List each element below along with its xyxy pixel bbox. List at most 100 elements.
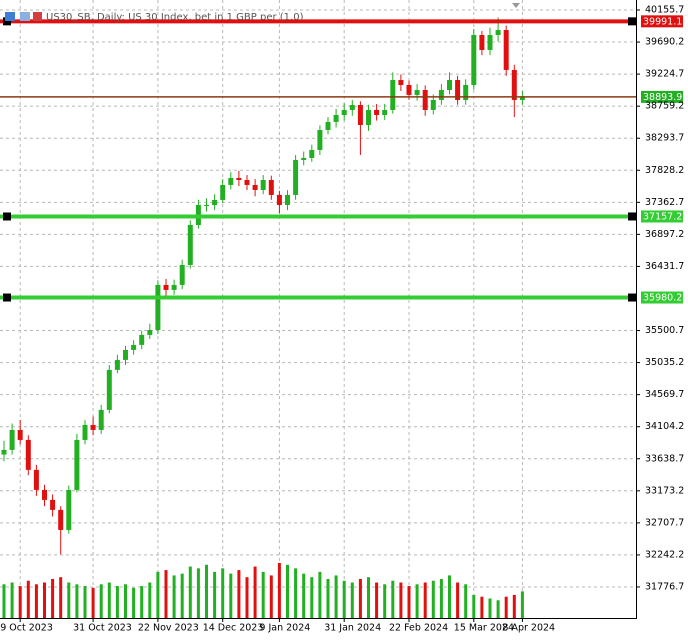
x-tick-label: 9 Jan 2024 xyxy=(259,623,310,634)
level-label-box xyxy=(641,210,683,223)
candle-body xyxy=(285,194,290,205)
candle-body xyxy=(98,409,104,430)
volume-bar xyxy=(237,570,241,618)
volume-bar xyxy=(67,582,71,618)
y-tick-label: 40155.7 xyxy=(645,5,684,16)
level-handle[interactable] xyxy=(3,212,11,221)
volume-bar xyxy=(334,575,338,618)
volume-bar xyxy=(456,582,460,618)
x-tick-label: 22 Feb 2024 xyxy=(389,623,448,634)
volume-bar xyxy=(180,573,184,618)
candle-body xyxy=(252,184,258,190)
volume-bar xyxy=(318,571,322,618)
level-label: 35980.2 xyxy=(643,293,682,304)
candle-body xyxy=(82,424,88,440)
volume-bar xyxy=(342,580,346,618)
candle-body xyxy=(139,334,145,345)
candle-body xyxy=(187,224,193,265)
y-tick-label: 32242.2 xyxy=(645,549,684,560)
volume-bar xyxy=(132,587,136,618)
volume-bar xyxy=(99,584,103,618)
candle-body xyxy=(268,179,274,195)
volume-bar xyxy=(2,584,6,618)
candle-body xyxy=(374,109,380,115)
volume-bar xyxy=(423,582,427,618)
candle-body xyxy=(66,489,72,530)
candle-body xyxy=(147,329,153,335)
candle-body xyxy=(114,359,120,370)
volume-bar xyxy=(512,594,516,618)
volume-bar xyxy=(464,584,468,618)
level-handle[interactable] xyxy=(628,293,636,302)
volume-bar xyxy=(188,566,192,618)
volume-bar xyxy=(383,584,387,618)
candle-body xyxy=(1,449,7,455)
volume-bar xyxy=(172,575,176,618)
candle-body xyxy=(519,96,525,100)
y-tick-label: 31776.7 xyxy=(645,581,684,592)
candle-body xyxy=(228,177,234,185)
y-tick-label: 35035.2 xyxy=(645,357,684,368)
candle-body xyxy=(406,84,412,95)
volume-bar xyxy=(399,582,403,618)
level-handle[interactable] xyxy=(3,17,11,26)
level-handle[interactable] xyxy=(628,17,636,26)
volume-bar xyxy=(431,580,435,618)
candle-body xyxy=(325,121,331,131)
candle-body xyxy=(155,284,161,330)
candle-body xyxy=(455,80,461,100)
candle-body xyxy=(487,34,493,50)
candle-body xyxy=(438,89,444,100)
level-label-box xyxy=(641,90,683,103)
candle-body xyxy=(220,184,226,200)
volume-bar xyxy=(156,571,160,618)
level-handle[interactable] xyxy=(3,293,11,302)
level-label: 39991.1 xyxy=(643,16,682,27)
volume-bar xyxy=(391,580,395,618)
volume-bar xyxy=(140,586,144,618)
x-tick-label: 14 Dec 2023 xyxy=(203,623,264,634)
level-label-box xyxy=(641,291,683,304)
candle-body xyxy=(447,80,452,90)
volume-bar xyxy=(504,596,508,618)
chart-icon[interactable] xyxy=(20,12,30,21)
volume-bar xyxy=(18,586,22,618)
volume-bar xyxy=(350,582,354,618)
volume-bar xyxy=(253,566,257,618)
volume-bar xyxy=(164,570,168,618)
chart-icon[interactable] xyxy=(33,12,42,21)
volume-bars xyxy=(2,563,524,618)
volume-bar xyxy=(415,584,419,618)
volume-bar xyxy=(488,598,492,618)
candle-body xyxy=(293,159,299,195)
volume-bar xyxy=(148,582,152,618)
chart-title: US30_SB, Daily: US 30 Index, bet in 1 GB… xyxy=(46,12,304,23)
level-handle[interactable] xyxy=(628,212,636,221)
y-tick-label: 38293.7 xyxy=(645,133,684,144)
candle-body xyxy=(163,284,169,290)
shift-marker[interactable] xyxy=(512,3,520,8)
volume-bar xyxy=(326,578,330,618)
x-tick-label: 15 Mar 2024 xyxy=(454,623,514,634)
candle-body xyxy=(276,194,282,205)
candle-body xyxy=(366,109,371,125)
candle-body xyxy=(50,499,56,510)
candles xyxy=(1,17,525,555)
volume-bar xyxy=(407,586,411,618)
candle-body xyxy=(382,109,388,115)
y-tick-label: 34104.2 xyxy=(645,421,684,432)
volume-bar xyxy=(472,594,476,618)
candle-body xyxy=(422,89,428,110)
y-tick-label: 33638.7 xyxy=(645,453,684,464)
volume-bar xyxy=(496,600,500,618)
candle-body xyxy=(430,99,436,110)
candle-body xyxy=(74,439,80,490)
chart-icon[interactable] xyxy=(5,12,15,21)
candle-body xyxy=(58,509,64,530)
volume-bar xyxy=(310,577,314,618)
level-label: 38893.9 xyxy=(643,92,682,103)
x-tick-label: 31 Oct 2023 xyxy=(73,623,132,634)
level-label: 37157.2 xyxy=(643,211,682,222)
y-tick-label: 39690.2 xyxy=(645,37,684,48)
